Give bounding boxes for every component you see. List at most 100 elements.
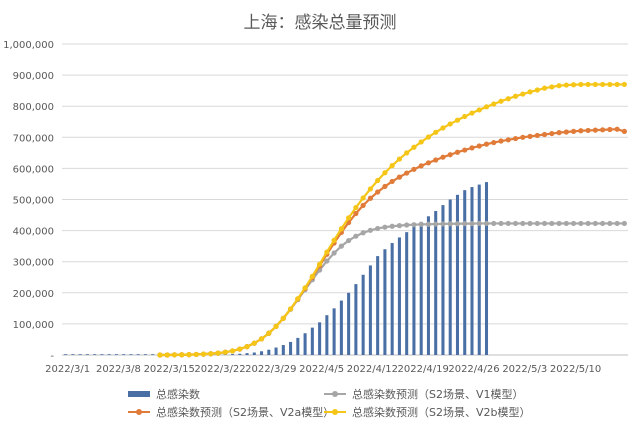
- data-point: [244, 344, 250, 350]
- data-point: [469, 110, 475, 116]
- bar: [129, 354, 133, 355]
- bar: [281, 345, 285, 355]
- bar: [260, 351, 264, 355]
- data-point: [469, 145, 475, 151]
- y-tick-label: 300,000: [13, 258, 54, 269]
- data-point: [200, 351, 207, 357]
- bar: [434, 211, 438, 355]
- bar: [85, 354, 89, 355]
- data-point: [433, 157, 439, 163]
- data-point: [382, 224, 388, 230]
- data-point: [585, 127, 591, 134]
- data-point: [614, 81, 620, 88]
- data-point: [447, 221, 453, 227]
- data-point: [411, 166, 417, 172]
- data-point: [476, 143, 482, 149]
- data-point: [570, 128, 577, 134]
- y-tick-label: 900,000: [13, 71, 54, 82]
- data-point: [440, 154, 446, 160]
- data-point: [454, 221, 461, 227]
- legend-item-v2a-forecast: 总感染数预测（S2场景、V2a模型）: [128, 404, 334, 420]
- data-point: [491, 220, 497, 227]
- bar: [78, 354, 82, 355]
- data-point: [171, 352, 178, 358]
- data-point: [498, 138, 504, 144]
- data-point: [353, 210, 359, 217]
- data-point: [389, 163, 395, 169]
- y-tick-label: 400,000: [13, 227, 54, 238]
- legend-label: 总感染数预测（S2场景、V1模型）: [352, 388, 524, 401]
- data-point: [527, 89, 533, 95]
- data-point: [563, 129, 569, 135]
- legend-swatch-line: [324, 407, 346, 417]
- data-point: [295, 296, 301, 302]
- data-point: [411, 222, 417, 228]
- data-point: [520, 220, 526, 227]
- data-point: [164, 352, 170, 358]
- x-tick-label: 2022/3/1: [45, 364, 90, 375]
- data-point: [592, 127, 598, 133]
- y-tick-label: 600,000: [13, 164, 54, 175]
- data-point: [273, 323, 279, 329]
- data-point: [396, 174, 403, 180]
- legend-item-v2b-forecast: 总感染数预测（S2场景、V2b模型）: [324, 404, 531, 420]
- bar: [376, 256, 380, 355]
- data-point: [367, 195, 373, 201]
- data-point: [418, 163, 424, 169]
- data-point: [425, 221, 432, 227]
- bar: [448, 199, 452, 355]
- y-tick-label: 100,000: [13, 320, 54, 331]
- bar: [100, 354, 104, 355]
- data-point: [389, 178, 395, 185]
- bar: [107, 354, 111, 355]
- data-point: [534, 220, 540, 227]
- bar: [390, 243, 394, 355]
- data-point: [512, 220, 519, 227]
- bar: [231, 354, 235, 355]
- bar: [368, 265, 372, 355]
- data-point: [483, 104, 490, 110]
- data-point: [382, 170, 388, 176]
- data-point: [287, 306, 294, 312]
- bar: [318, 322, 322, 355]
- data-point: [491, 101, 497, 107]
- bar: [419, 221, 423, 355]
- data-point: [367, 186, 373, 192]
- chart-title: 上海：感染总量预测: [243, 13, 397, 33]
- data-point: [382, 183, 388, 190]
- bar: [71, 354, 75, 355]
- data-point: [317, 261, 323, 267]
- data-point: [266, 330, 272, 336]
- data-point: [440, 125, 446, 131]
- data-point: [396, 223, 403, 229]
- data-point: [585, 220, 591, 227]
- data-point: [570, 82, 577, 88]
- data-point: [346, 237, 352, 244]
- legend-swatch-line: [128, 407, 150, 417]
- bar: [412, 226, 416, 355]
- bar: [151, 354, 155, 355]
- y-tick-label: 200,000: [13, 289, 54, 300]
- x-tick-label: 2022/3/29: [245, 364, 296, 375]
- data-point: [549, 130, 555, 137]
- data-point: [425, 160, 432, 166]
- data-point: [353, 204, 359, 211]
- data-point: [614, 220, 620, 227]
- data-point: [498, 98, 504, 104]
- bar: [397, 237, 401, 355]
- data-point: [229, 348, 236, 354]
- data-point: [208, 351, 214, 357]
- bar: [405, 232, 409, 355]
- data-point: [549, 220, 555, 227]
- data-point: [462, 113, 468, 120]
- data-point: [505, 96, 511, 102]
- bar: [470, 187, 474, 355]
- bar: [267, 349, 271, 355]
- data-point: [549, 84, 555, 90]
- data-point: [237, 346, 243, 352]
- data-point: [534, 87, 540, 93]
- data-point: [360, 195, 366, 201]
- data-point: [570, 220, 577, 227]
- data-point: [578, 128, 584, 134]
- data-point: [505, 220, 511, 227]
